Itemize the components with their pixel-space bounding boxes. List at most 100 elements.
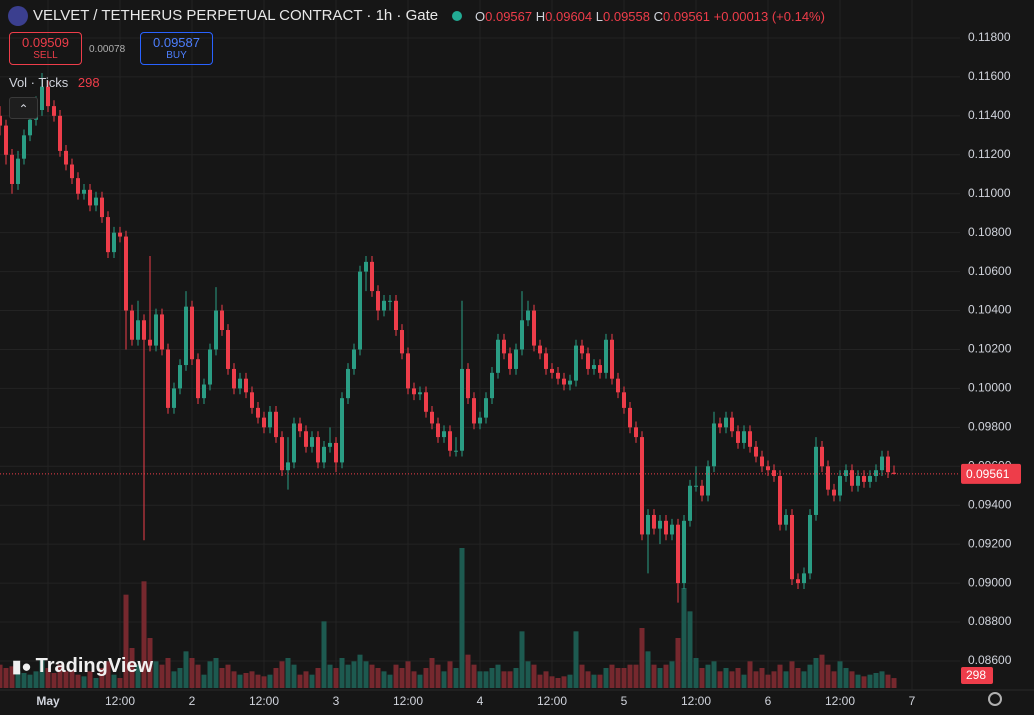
volume-bar <box>429 658 435 688</box>
candle-body <box>166 349 170 408</box>
volume-bar <box>75 674 81 688</box>
candle-body <box>688 485 692 521</box>
candle-body <box>268 411 272 428</box>
volume-bar <box>99 668 105 688</box>
candle-body <box>508 353 512 369</box>
volume-bar <box>603 668 609 688</box>
candle-body <box>796 579 800 584</box>
candle-body <box>718 423 722 428</box>
candle-body <box>352 349 356 369</box>
x-tick-label: 12:00 <box>393 694 423 708</box>
candle-body <box>328 442 332 447</box>
candle-body <box>178 365 182 389</box>
candle-body <box>82 189 86 194</box>
volume-bar <box>333 668 339 688</box>
volume-bar <box>777 664 783 688</box>
volume-bar <box>249 671 255 688</box>
volume-bar <box>63 671 69 688</box>
candle-body <box>76 178 80 194</box>
candle-body <box>736 431 740 443</box>
last-price-label: 0.09561 <box>966 467 1010 481</box>
sell-button[interactable]: 0.09509 SELL <box>9 32 82 65</box>
volume-bar <box>717 671 723 688</box>
volume-bar <box>549 676 555 688</box>
candle-body <box>598 365 602 373</box>
candle-body <box>130 310 134 340</box>
candle-body <box>304 431 308 447</box>
volume-bar <box>369 664 375 688</box>
candle-body <box>250 392 254 408</box>
volume-bar <box>3 668 9 688</box>
volume-bar <box>387 674 393 688</box>
candle-body <box>244 378 248 393</box>
volume-bar <box>669 661 675 688</box>
candle-body <box>70 164 74 179</box>
buy-button[interactable]: 0.09587 BUY <box>140 32 213 65</box>
sell-price: 0.09509 <box>22 35 69 50</box>
candle-body <box>322 446 326 463</box>
candle-body <box>172 388 176 408</box>
candle-body <box>616 378 620 393</box>
candle-body <box>100 197 104 218</box>
settings-icon[interactable] <box>988 692 1002 706</box>
volume-bar <box>21 673 27 688</box>
volume-bar <box>207 661 213 688</box>
candle-body <box>526 310 530 321</box>
candle-body <box>634 427 638 438</box>
candle-body <box>118 232 122 237</box>
candle-body <box>562 378 566 385</box>
candle-body <box>886 456 890 473</box>
candle-body <box>286 462 290 471</box>
volume-bar <box>831 671 837 688</box>
volume-bar <box>255 674 261 688</box>
volume-bar <box>819 654 825 688</box>
volume-bar <box>555 678 561 688</box>
volume-bar <box>543 671 549 688</box>
candle-body <box>454 450 458 452</box>
volume-bar <box>471 664 477 688</box>
candle-body <box>298 423 302 432</box>
candle-body <box>520 320 524 350</box>
candle-body <box>658 520 662 529</box>
candle-body <box>406 353 410 389</box>
volume-bar <box>51 673 57 688</box>
candle-body <box>862 476 866 482</box>
volume-bar <box>759 668 765 688</box>
logo <box>8 6 28 26</box>
volume-bar <box>801 671 807 688</box>
volume-bar <box>315 668 321 688</box>
candle-body <box>874 470 878 477</box>
candle-body <box>148 339 152 346</box>
candle-body <box>790 514 794 580</box>
candle-body <box>814 446 818 515</box>
volume-bar <box>675 638 681 688</box>
volume-bar <box>687 611 693 688</box>
candle-body <box>388 300 392 302</box>
volume-bar <box>363 661 369 688</box>
candle-body <box>880 456 884 471</box>
candle-body <box>256 407 260 418</box>
collapse-button[interactable]: ⌃ <box>9 97 38 119</box>
candle-body <box>358 271 362 350</box>
candle-body <box>0 115 2 126</box>
volume-bar <box>519 631 525 688</box>
volume-bar <box>885 674 891 688</box>
candle-body <box>556 372 560 379</box>
candle-body <box>700 485 704 496</box>
candle-body <box>262 417 266 428</box>
volume-bar <box>447 661 453 688</box>
candle-body <box>4 125 8 155</box>
volume-bar <box>537 674 543 688</box>
candle-body <box>472 398 476 424</box>
candle-body <box>586 353 590 369</box>
candle-body <box>28 119 32 136</box>
candle-body <box>640 437 644 535</box>
volume-bar <box>303 671 309 688</box>
volume-bar <box>513 668 519 688</box>
volume-bar <box>111 674 117 688</box>
candle-body <box>280 437 284 471</box>
h-value: 0.09604 <box>545 9 593 24</box>
candle-body <box>712 423 716 467</box>
candle-body <box>592 365 596 369</box>
